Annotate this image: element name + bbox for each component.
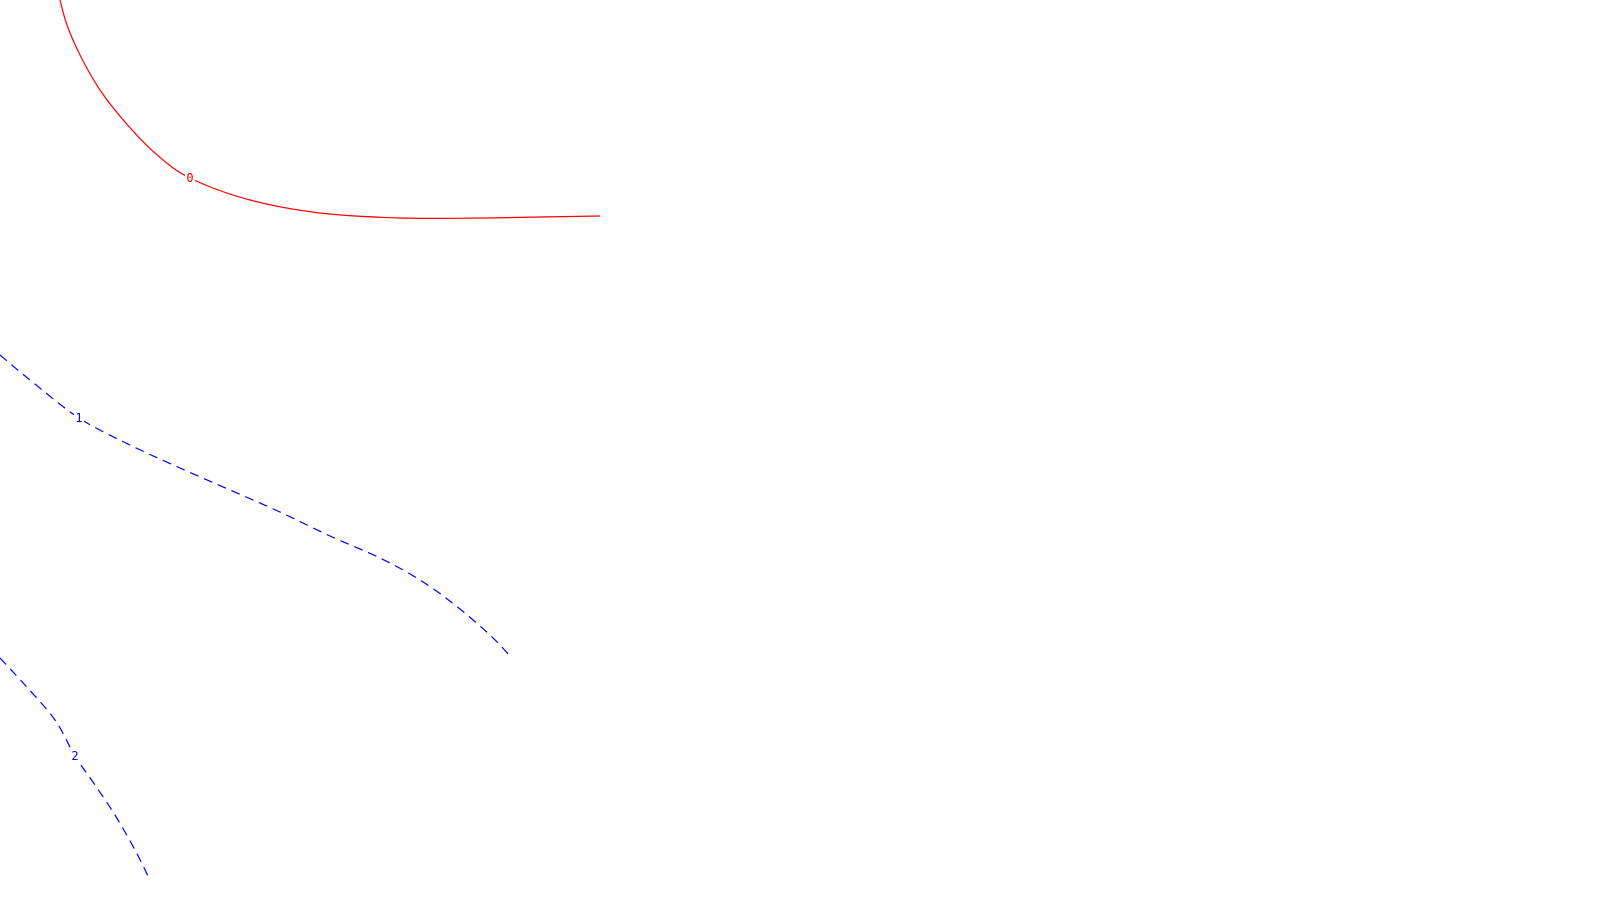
contour-line-0 xyxy=(59,0,601,220)
contour-label-2: 2 xyxy=(71,749,78,763)
contour-label-bg-0 xyxy=(185,171,195,185)
contour-line-2 xyxy=(0,657,151,881)
contour-label-bg-1 xyxy=(74,411,84,425)
contour-labels: 0 1 2 xyxy=(70,171,195,763)
contour-label-bg-2 xyxy=(70,749,80,763)
contour-lines xyxy=(0,0,601,881)
contour-line-1 xyxy=(0,354,511,657)
contour-label-0: 0 xyxy=(186,171,193,185)
contour-label-1: 1 xyxy=(75,411,82,425)
